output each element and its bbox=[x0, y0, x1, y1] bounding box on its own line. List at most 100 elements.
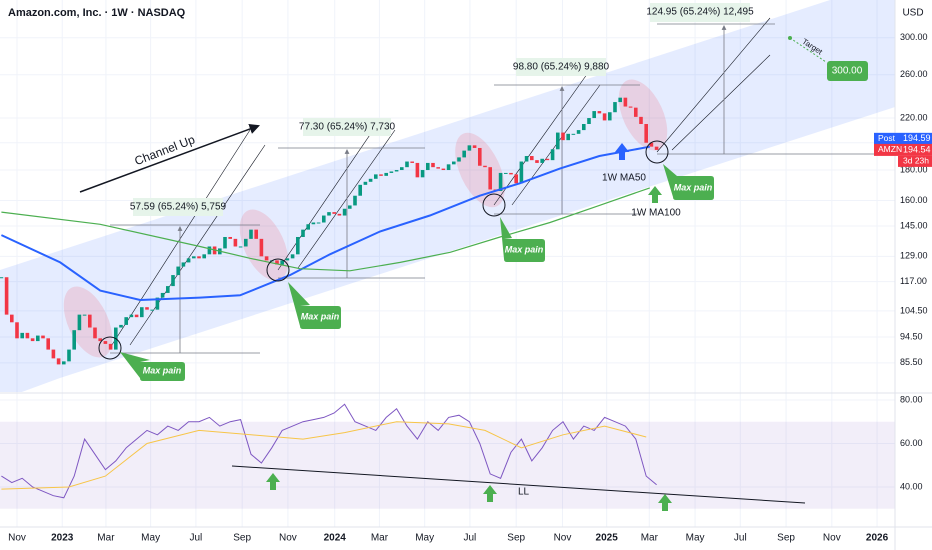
price-label-value: 194.54 bbox=[903, 144, 931, 154]
candle bbox=[134, 314, 139, 318]
candle bbox=[436, 167, 440, 169]
candle bbox=[77, 314, 82, 331]
x-tick-label: Nov bbox=[8, 533, 26, 544]
candle bbox=[592, 111, 596, 119]
candle bbox=[4, 277, 9, 315]
price-label-name: AMZN bbox=[878, 144, 902, 154]
candle bbox=[67, 349, 71, 362]
candle bbox=[597, 111, 602, 114]
candle bbox=[555, 132, 560, 150]
candle bbox=[243, 238, 248, 247]
candle bbox=[10, 314, 14, 323]
candle bbox=[311, 222, 316, 225]
candle bbox=[389, 171, 394, 173]
candle bbox=[171, 275, 175, 287]
candle bbox=[145, 307, 149, 310]
line bbox=[1, 421, 647, 490]
annotations: Channel Up 57.59 (65.24%) 5,759 77.30 (6… bbox=[79, 3, 868, 511]
x-tick-label: Sep bbox=[777, 533, 795, 544]
measure-lines bbox=[110, 23, 895, 354]
candle bbox=[633, 107, 638, 117]
max-pain-label: Max pain bbox=[143, 365, 182, 375]
candle bbox=[420, 170, 425, 178]
candle bbox=[347, 205, 352, 209]
x-tick-label: Mar bbox=[371, 533, 389, 544]
candle bbox=[613, 102, 617, 113]
candle bbox=[545, 158, 550, 161]
measure-box bbox=[133, 198, 223, 216]
candle bbox=[327, 212, 331, 216]
candle bbox=[415, 162, 420, 178]
candle bbox=[165, 286, 170, 293]
candle bbox=[150, 309, 154, 311]
candle bbox=[46, 338, 51, 350]
candle bbox=[321, 215, 326, 223]
candle bbox=[228, 236, 232, 239]
candle bbox=[295, 236, 300, 255]
candle bbox=[290, 254, 295, 259]
candle bbox=[254, 229, 258, 239]
candle bbox=[160, 292, 165, 298]
candle bbox=[607, 112, 612, 121]
price-label-value: 194.59 bbox=[903, 133, 931, 143]
candle bbox=[337, 213, 342, 216]
x-tick-label: Nov bbox=[279, 533, 297, 544]
candle bbox=[394, 170, 399, 172]
candle bbox=[238, 246, 243, 248]
x-tick-label: 2023 bbox=[51, 533, 74, 544]
candle bbox=[649, 142, 654, 147]
candle bbox=[472, 145, 477, 148]
max-pain-label: Max pain bbox=[505, 244, 544, 254]
candle bbox=[405, 161, 409, 168]
candle bbox=[451, 161, 456, 165]
candle bbox=[119, 324, 123, 328]
x-tick-label: Nov bbox=[823, 533, 841, 544]
measure-box bbox=[303, 118, 391, 136]
candle bbox=[202, 254, 206, 259]
target-dot bbox=[788, 36, 792, 40]
candle bbox=[51, 349, 56, 359]
candle bbox=[623, 97, 628, 107]
candle bbox=[181, 262, 186, 267]
candle bbox=[540, 158, 544, 163]
candle bbox=[462, 150, 466, 158]
candle bbox=[373, 174, 378, 179]
x-tick-label: Sep bbox=[233, 533, 251, 544]
candle bbox=[561, 132, 565, 141]
candle bbox=[197, 256, 201, 259]
measure-box bbox=[650, 3, 750, 22]
y-tick-label: 145.00 bbox=[900, 220, 928, 230]
candle bbox=[576, 130, 581, 134]
x-tick-label: 2026 bbox=[866, 533, 889, 544]
candle bbox=[566, 133, 570, 141]
target-value: 300.00 bbox=[832, 66, 863, 77]
y-tick-label: 117.00 bbox=[900, 276, 927, 286]
candle bbox=[431, 162, 435, 168]
candle bbox=[155, 297, 160, 310]
max-pain: Max pain Max pain Max pain Max pain bbox=[120, 164, 714, 381]
candle bbox=[223, 236, 227, 249]
candle bbox=[186, 258, 191, 263]
candle bbox=[399, 167, 404, 171]
arrow-up bbox=[658, 494, 672, 511]
candle bbox=[602, 113, 607, 121]
candle bbox=[72, 330, 77, 350]
candle bbox=[30, 338, 35, 342]
candle bbox=[514, 174, 518, 184]
line bbox=[1, 403, 657, 499]
candle bbox=[628, 106, 633, 108]
candle bbox=[41, 335, 45, 339]
candle bbox=[82, 314, 87, 316]
max-pain-label: Max pain bbox=[301, 311, 340, 321]
candle bbox=[0, 277, 4, 279]
candle bbox=[249, 229, 253, 239]
rsi-band bbox=[0, 421, 895, 509]
candle bbox=[20, 332, 25, 339]
candle bbox=[498, 172, 503, 192]
channel-band bbox=[0, 0, 895, 392]
line bbox=[0, 145, 650, 302]
candle bbox=[644, 124, 648, 143]
candle bbox=[36, 335, 40, 342]
highlight bbox=[618, 79, 668, 151]
